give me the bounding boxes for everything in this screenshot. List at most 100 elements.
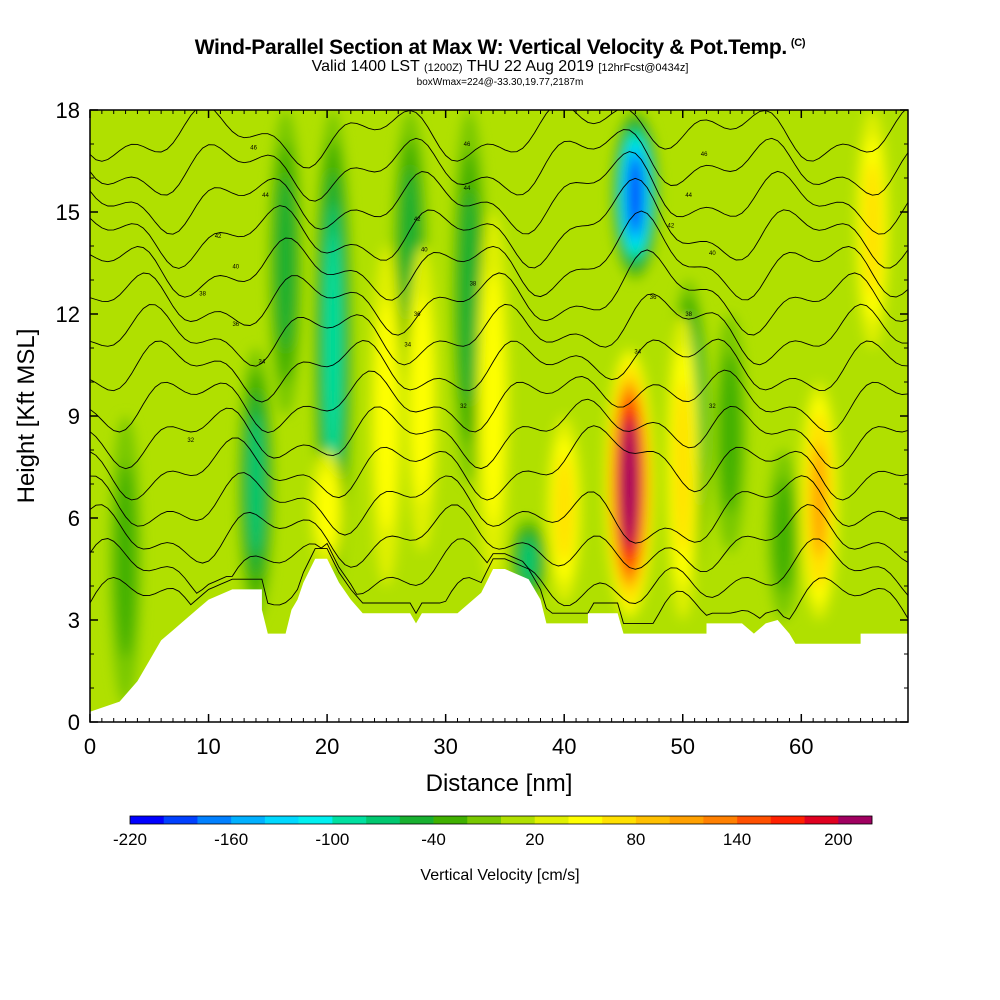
- isentrope-label-7: 46: [250, 145, 257, 151]
- isentrope-label-4: 40: [232, 264, 239, 270]
- colorbar-bin-13: [568, 816, 603, 824]
- updraft-cell-2: [405, 246, 438, 552]
- colorbar-bin-14: [602, 816, 637, 824]
- isentrope-39: [90, 338, 908, 403]
- isentrope-label-19: 32: [709, 404, 716, 410]
- isentrope-32: [90, 548, 908, 624]
- isentrope-label-12: 40: [421, 247, 428, 253]
- terrain: [90, 558, 908, 722]
- isentrope-label-2: 36: [232, 322, 239, 328]
- colorbar-bin-17: [703, 816, 738, 824]
- title-suffix: (C): [790, 37, 806, 49]
- downdraft-cell-8: [713, 314, 747, 552]
- title-main: Wind-Parallel Section at Max W: Vertical…: [194, 36, 788, 59]
- colorbar-bin-3: [231, 816, 266, 824]
- x-tick-label-5: 50: [671, 734, 695, 759]
- colorbar-bin-11: [501, 816, 536, 824]
- colorbar-bin-19: [770, 816, 805, 824]
- colorbar-bin-4: [264, 816, 299, 824]
- colorbar-tick-label-1: -160: [214, 830, 248, 849]
- colorbar-tick-label-0: -220: [113, 830, 147, 849]
- x-axis-label: Distance [nm]: [426, 770, 573, 797]
- colorbar-bin-18: [737, 816, 772, 824]
- chart-title: Wind-Parallel Section at Max W: Vertical…: [0, 36, 1000, 60]
- isentrope-label-18: 38: [685, 312, 692, 318]
- isentrope-35: [90, 472, 908, 544]
- downdraft-cell-1: [268, 110, 303, 416]
- isentrope-38: [90, 369, 908, 433]
- isentrope-42: [90, 210, 908, 301]
- isentrope-label-22: 44: [685, 193, 692, 199]
- isentrope-label-23: 46: [701, 152, 708, 158]
- downdraft-cell-10: [109, 416, 142, 705]
- colorbar: -220 -160 -100 -40 20 80 140 200: [113, 815, 873, 849]
- isentrope-34: [90, 504, 908, 573]
- x-tick-label-0: 0: [84, 734, 96, 759]
- x-tick-label-3: 30: [433, 734, 457, 759]
- isentrope-label-15: 46: [464, 142, 471, 148]
- isentrope-36: [90, 425, 908, 501]
- downdraft-cell-9: [767, 450, 800, 620]
- isentrope-33: [90, 538, 908, 607]
- velocity-cells: [109, 110, 890, 705]
- colorbar-tick-label-5: 80: [626, 830, 645, 849]
- isentrope-label-11: 38: [470, 281, 477, 287]
- isentrope-label-13: 42: [414, 217, 421, 223]
- colorbar-bin-6: [332, 816, 367, 824]
- isentrope-label-3: 38: [199, 292, 206, 298]
- isentrope-label-14: 44: [464, 186, 471, 192]
- y-tick-label-6: 18: [56, 98, 80, 123]
- y-tick-label-5: 15: [56, 200, 80, 225]
- y-tick-label-3: 9: [68, 404, 80, 429]
- isentrope-40: [90, 293, 908, 367]
- updraft-cell-5: [604, 348, 655, 620]
- isentrope-label-9: 34: [404, 343, 411, 349]
- isentrope-37: [90, 398, 908, 470]
- colorbar-bin-1: [163, 816, 198, 824]
- isentrope-label-5: 42: [215, 234, 222, 240]
- valid-prefix: Valid 1400 LST: [311, 58, 420, 75]
- potential-temperature-contours: 32 34 36 38 40 42 44 46 32 34 36 38 40 42 44 46 34 36 38 32…: [90, 110, 908, 624]
- colorbar-bin-15: [635, 816, 670, 824]
- x-tick-label-6: 60: [789, 734, 813, 759]
- y-tick-label-1: 3: [68, 608, 80, 633]
- updraft-cell-1: [369, 246, 403, 586]
- isentrope-46: [90, 110, 906, 169]
- isentrope-41: [90, 249, 908, 336]
- colorbar-label: Vertical Velocity [cm/s]: [420, 867, 579, 884]
- isentrope-label-0: 32: [187, 438, 194, 444]
- colorbar-bin-2: [197, 816, 232, 824]
- updraft-cell-4: [546, 416, 582, 603]
- isentrope-45: [90, 129, 908, 202]
- chart-subtitle: Valid 1400 LST (1200Z) THU 22 Aug 2019 […: [0, 58, 1000, 76]
- isentrope-label-16: 34: [634, 349, 641, 355]
- isentrope-label-1: 34: [259, 360, 266, 366]
- colorbar-bin-8: [399, 816, 434, 824]
- colorbar-bin-20: [804, 816, 839, 824]
- isentrope-43: [90, 177, 908, 269]
- colorbar-bin-5: [298, 816, 333, 824]
- isentrope-label-21: 42: [668, 224, 675, 230]
- valid-z: (1200Z): [424, 62, 463, 74]
- terrain-mask: [90, 558, 908, 722]
- valid-date: THU 22 Aug 2019: [466, 58, 594, 75]
- isentrope-label-6: 44: [262, 193, 269, 199]
- x-tick-label-4: 40: [552, 734, 576, 759]
- box-info: boxWmax=224@-33.30,19.77,2187m: [416, 77, 584, 88]
- updraft-cell-3: [476, 212, 510, 586]
- colorbar-tick-label-3: -40: [421, 830, 446, 849]
- updraft-cell-6: [665, 314, 700, 620]
- isentrope-label-10: 36: [414, 312, 421, 318]
- updraft-cell-7: [799, 382, 839, 620]
- colorbar-bin-9: [433, 816, 468, 824]
- colorbar-bin-16: [669, 816, 704, 824]
- y-tick-label-2: 6: [68, 506, 80, 531]
- y-tick-label-0: 0: [68, 710, 80, 735]
- y-tick-label-4: 12: [56, 302, 80, 327]
- colorbar-tick-label-7: 200: [824, 830, 852, 849]
- colorbar-tick-label-2: -100: [315, 830, 349, 849]
- colorbar-tick-label-6: 140: [723, 830, 751, 849]
- isentrope-label-8: 32: [460, 404, 467, 410]
